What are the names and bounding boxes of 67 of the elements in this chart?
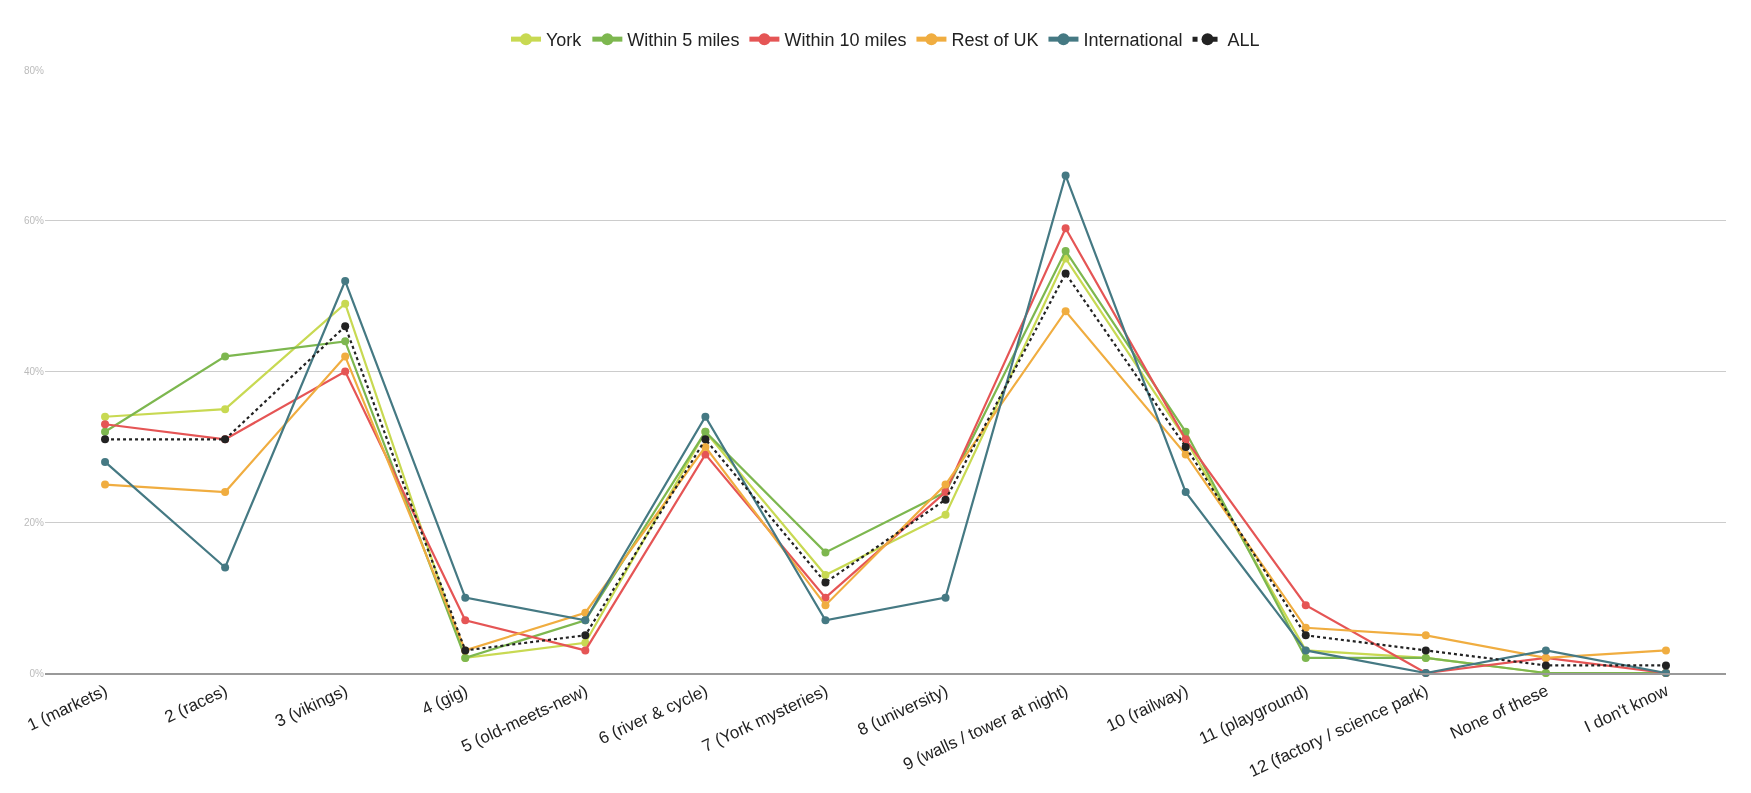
legend-label: Rest of UK (951, 30, 1039, 51)
y-tick-label: 40% (23, 366, 45, 377)
point (341, 299, 350, 308)
point (221, 563, 230, 572)
point (1661, 661, 1670, 670)
point (701, 442, 710, 451)
point (1061, 307, 1070, 316)
point (581, 638, 590, 647)
point (101, 435, 110, 444)
point (341, 367, 350, 376)
point (1301, 623, 1310, 632)
point (221, 352, 230, 361)
point (1181, 450, 1190, 459)
point (1181, 442, 1190, 451)
legend-label: ALL (1227, 30, 1260, 51)
point (1061, 269, 1070, 278)
point (101, 412, 110, 421)
point (1421, 631, 1430, 640)
point (341, 322, 350, 331)
point (821, 601, 830, 610)
point (101, 457, 110, 466)
point (701, 435, 710, 444)
legend-label: York (546, 30, 583, 51)
point (341, 337, 350, 346)
point (1061, 224, 1070, 233)
point (821, 571, 830, 580)
point (461, 616, 470, 625)
legend-label: International (1083, 30, 1183, 51)
point (941, 510, 950, 519)
point (581, 646, 590, 655)
point (1181, 488, 1190, 497)
legend-label: Within 10 miles (784, 30, 907, 51)
point (1421, 646, 1430, 655)
point (1061, 171, 1070, 180)
point (101, 427, 110, 436)
point (821, 578, 830, 587)
legend-label: Within 5 miles (627, 30, 740, 51)
point (1541, 646, 1550, 655)
point (1541, 661, 1550, 670)
point (461, 593, 470, 602)
x-tick-label: 4 (gig) (418, 681, 471, 719)
point (1181, 427, 1190, 436)
point (581, 608, 590, 617)
point (941, 593, 950, 602)
point (101, 420, 110, 429)
y-tick-label: 80% (23, 64, 45, 76)
point (581, 631, 590, 640)
point (1301, 653, 1310, 662)
point (1301, 601, 1310, 610)
point (221, 405, 230, 414)
x-tick-label: I don't know (1581, 680, 1672, 737)
point (101, 480, 110, 489)
point (1301, 631, 1310, 640)
x-tick-label: None of these (1447, 681, 1552, 743)
point (221, 488, 230, 497)
point (1061, 246, 1070, 255)
point (821, 548, 830, 557)
point (701, 412, 710, 421)
point (1661, 646, 1670, 655)
point (941, 480, 950, 489)
point (341, 277, 350, 286)
point (821, 616, 830, 625)
y-tick-label: 20% (23, 516, 45, 528)
y-tick-label: 0% (29, 667, 45, 679)
point (341, 352, 350, 361)
point (941, 495, 950, 504)
y-tick-label: 60% (23, 215, 45, 227)
